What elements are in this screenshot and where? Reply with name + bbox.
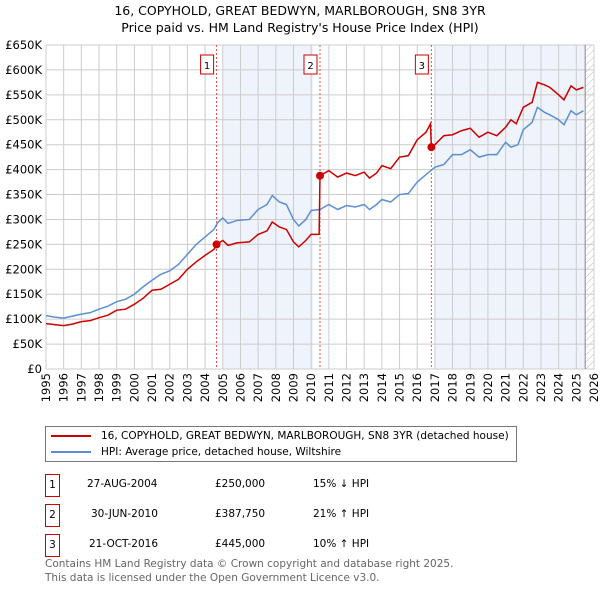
shaded-region xyxy=(434,45,586,369)
y-tick-label: £500K xyxy=(5,113,42,127)
chart-subtitle: Price paid vs. HM Land Registry's House … xyxy=(121,20,479,35)
sale-price: £445,000 xyxy=(215,538,266,550)
y-tick-label: £50K xyxy=(13,337,43,351)
sale-date: 30-JUN-2010 xyxy=(91,508,158,520)
price-chart: £0 £50K £100K £150K £200K £250K £300K £350K £400… xyxy=(5,38,600,402)
chart-title: 16, COPYHOLD, GREAT BEDWYN, MARLBOROUGH,… xyxy=(114,3,486,18)
x-tick-label: 2006 xyxy=(233,373,247,402)
y-tick-label: £650K xyxy=(5,38,42,52)
y-tick-label: £550K xyxy=(5,88,42,102)
x-tick-label: 2017 xyxy=(428,373,442,402)
x-tick-label: 2005 xyxy=(216,373,230,402)
sale-marker-box xyxy=(200,54,215,75)
sale-point xyxy=(316,171,324,180)
sale-number: 2 xyxy=(45,504,60,527)
sale-marker-label: 3 xyxy=(419,61,425,72)
x-tick-label: 1995 xyxy=(39,373,53,402)
x-tick-label: 2026 xyxy=(587,373,600,402)
sale-row: 2 30-JUN-2010 £387,750 21% ↑ HPI xyxy=(45,504,545,527)
legend-blue-swatch xyxy=(51,451,91,453)
x-tick-label: 2007 xyxy=(251,373,265,402)
shaded-region xyxy=(222,45,313,369)
legend-blue-label: HPI: Average price, detached house, Wilt… xyxy=(101,446,342,458)
sale-marker-box xyxy=(303,54,318,75)
x-tick-label: 2023 xyxy=(534,373,548,402)
y-tick-label: £250K xyxy=(5,237,42,251)
sale-marker-label: 1 xyxy=(204,61,210,72)
x-tick-label: 1999 xyxy=(110,373,124,402)
y-tick-label: £200K xyxy=(5,262,42,276)
x-tick-label: 2009 xyxy=(286,373,300,402)
sale-number: 3 xyxy=(45,534,60,557)
sale-point xyxy=(427,143,436,152)
y-tick-label: £450K xyxy=(5,138,42,152)
x-tick-label: 2014 xyxy=(375,373,389,402)
x-tick-label: 1997 xyxy=(74,373,88,402)
footer-copyright: Contains HM Land Registry data © Crown c… xyxy=(45,558,454,570)
x-tick-label: 1998 xyxy=(92,373,106,402)
x-tick-label: 2016 xyxy=(410,373,424,402)
sale-date: 21-OCT-2016 xyxy=(89,538,158,550)
legend-red-swatch xyxy=(51,435,91,437)
x-tick-label: 2004 xyxy=(198,373,212,402)
x-tick-label: 2001 xyxy=(145,373,159,402)
sale-point xyxy=(212,240,221,249)
x-tick-label: 2008 xyxy=(269,373,283,402)
legend: 16, COPYHOLD, GREAT BEDWYN, MARLBOROUGH,… xyxy=(45,426,517,462)
y-tick-label: £400K xyxy=(5,163,42,177)
x-tick-label: 2002 xyxy=(163,373,177,402)
sale-row: 3 21-OCT-2016 £445,000 10% ↑ HPI xyxy=(45,534,545,557)
series-line xyxy=(45,81,584,327)
sale-hpi: 21% ↑ HPI xyxy=(313,508,370,520)
y-tick-label: £300K xyxy=(5,212,42,226)
x-tick-label: 2022 xyxy=(516,373,530,402)
sale-number: 1 xyxy=(45,474,60,497)
x-tick-label: 2000 xyxy=(127,373,141,402)
y-tick-label: £350K xyxy=(5,188,42,202)
forecast-hatch xyxy=(585,45,594,369)
x-tick-label: 2024 xyxy=(552,373,566,402)
x-tick-label: 2015 xyxy=(393,373,407,402)
x-tick-label: 2025 xyxy=(569,373,583,402)
x-tick-label: 2003 xyxy=(180,373,194,402)
y-tick-label: £0 xyxy=(27,362,42,376)
sale-marker-label: 2 xyxy=(307,61,313,72)
y-tick-label: £100K xyxy=(5,312,42,326)
x-tick-label: 2018 xyxy=(446,373,460,402)
x-tick-label: 2010 xyxy=(304,373,318,402)
y-tick-label: £600K xyxy=(5,63,42,77)
sale-marker-box xyxy=(414,54,429,75)
x-tick-label: 2020 xyxy=(481,373,495,402)
x-tick-label: 2012 xyxy=(340,373,354,402)
x-tick-label: 2019 xyxy=(463,373,477,402)
x-tick-label: 1996 xyxy=(57,373,71,402)
sale-price: £250,000 xyxy=(215,478,266,490)
sale-date: 27-AUG-2004 xyxy=(87,478,158,490)
sale-price: £387,750 xyxy=(215,508,266,520)
x-tick-label: 2011 xyxy=(322,373,336,402)
x-tick-label: 2013 xyxy=(357,373,371,402)
legend-red-label: 16, COPYHOLD, GREAT BEDWYN, MARLBOROUGH,… xyxy=(101,430,509,442)
sale-hpi: 10% ↑ HPI xyxy=(313,538,370,550)
x-tick-label: 2021 xyxy=(499,373,513,402)
sale-row: 1 27-AUG-2004 £250,000 15% ↓ HPI xyxy=(45,474,545,497)
sale-hpi: 15% ↓ HPI xyxy=(313,478,370,490)
footer-licence: This data is licensed under the Open Gov… xyxy=(45,572,380,584)
y-tick-label: £150K xyxy=(5,287,42,301)
